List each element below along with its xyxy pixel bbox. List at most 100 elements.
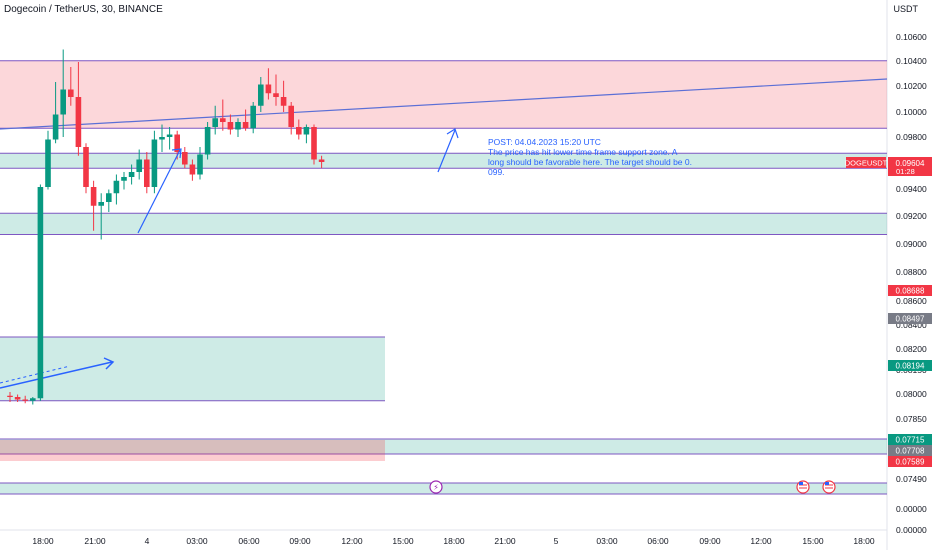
candle-down xyxy=(288,105,294,127)
price-tag-label: 0.08194 xyxy=(896,362,925,371)
zone-resistance xyxy=(0,60,887,129)
arrow-head xyxy=(446,128,459,139)
candle-up xyxy=(303,127,310,135)
candle-down xyxy=(7,395,13,397)
candle-up xyxy=(235,122,241,130)
candle-down xyxy=(189,164,196,175)
candle-up xyxy=(106,193,112,202)
candle-up xyxy=(159,137,165,140)
symbol-tag xyxy=(846,157,886,168)
price-tag xyxy=(888,434,932,445)
x-tick-label: 18:00 xyxy=(853,536,875,546)
candle-down xyxy=(75,97,82,147)
candle-up xyxy=(212,118,218,127)
zone-support xyxy=(0,153,887,169)
candle-up xyxy=(37,187,44,399)
y-tick-label: 0.07850 xyxy=(896,414,927,424)
lightning-event-icon xyxy=(429,480,443,494)
candle-down xyxy=(227,122,234,130)
candle-up xyxy=(166,134,173,137)
arrow-head xyxy=(171,148,182,159)
y-tick-label: 0.08800 xyxy=(896,267,927,277)
y-tick-label: 0.00000 xyxy=(896,504,927,514)
candle-up xyxy=(52,114,59,140)
y-tick-label: 0.10600 xyxy=(896,32,927,42)
x-tick-label: 09:00 xyxy=(699,536,721,546)
candle-up xyxy=(45,139,51,187)
candle-down xyxy=(242,122,249,129)
long-projection-line xyxy=(0,361,113,389)
candle-up xyxy=(197,154,203,175)
price-tag xyxy=(888,285,932,296)
candle-down xyxy=(182,152,188,165)
x-tick-label: 18:00 xyxy=(443,536,465,546)
y-tick-label: 0.08600 xyxy=(896,296,927,306)
candle-up xyxy=(60,89,66,115)
price-tag-label: 0.08688 xyxy=(896,287,925,296)
y-tick-label: 0.00000 xyxy=(896,525,927,535)
countdown-label: 01:28 xyxy=(896,167,915,176)
x-tick-label: 09:00 xyxy=(289,536,311,546)
annotation-line: long should be favorable here. The targe… xyxy=(488,157,692,167)
zone-support-low xyxy=(0,439,887,454)
candle-up xyxy=(258,84,264,106)
trade-annotation: POST: 04.04.2023 15:20 UTC The price has… xyxy=(488,137,708,177)
x-tick-label: 18:00 xyxy=(32,536,54,546)
x-tick-label: 15:00 xyxy=(802,536,824,546)
symbol-title: Dogecoin / TetherUS, 30, BINANCE xyxy=(4,4,163,15)
candle-down xyxy=(90,187,97,206)
y-tick-label: 0.08000 xyxy=(896,389,927,399)
candle-down xyxy=(22,399,28,401)
x-tick-label: 12:00 xyxy=(750,536,772,546)
price-tag xyxy=(888,360,932,371)
zone-stop-loss xyxy=(0,440,385,461)
candle-up xyxy=(128,172,135,177)
candle-down xyxy=(68,89,74,97)
arrow-head xyxy=(103,357,115,370)
x-tick-label: 03:00 xyxy=(186,536,208,546)
price-tag-label: 0.07589 xyxy=(896,458,925,467)
price-tag-label: 0.07715 xyxy=(896,436,925,445)
candle-down xyxy=(14,397,21,400)
y-tick-label: 0.07490 xyxy=(896,474,927,484)
candle-down xyxy=(273,93,279,97)
candle-up xyxy=(151,139,158,187)
x-tick-label: 5 xyxy=(554,536,559,546)
price-tag-label: 0.07708 xyxy=(896,447,925,456)
x-tick-label: 06:00 xyxy=(238,536,260,546)
candle-down xyxy=(296,127,302,135)
candle-down xyxy=(144,159,150,187)
candle-down xyxy=(280,97,287,106)
zone-support xyxy=(0,213,887,235)
flag-canton xyxy=(799,482,803,485)
annotation-line: The price has hit lower time frame suppo… xyxy=(488,147,678,157)
x-tick-label: 4 xyxy=(145,536,150,546)
candle-up xyxy=(98,202,104,206)
price-tag xyxy=(888,445,932,456)
zone-support xyxy=(0,337,385,401)
flag-canton xyxy=(825,482,829,485)
candle-up xyxy=(113,180,120,194)
zone-support-bottom xyxy=(0,483,887,494)
y-tick-label: 0.10400 xyxy=(896,56,927,66)
current-price-tag xyxy=(888,157,932,176)
candle-up xyxy=(136,159,142,172)
symbol-tag-label: DOGEUSDT xyxy=(845,159,888,168)
candle-down xyxy=(220,118,226,122)
x-tick-label: 21:00 xyxy=(494,536,516,546)
trend-line xyxy=(0,78,888,130)
candle-down xyxy=(311,127,317,160)
current-price-label: 0.09604 xyxy=(896,159,925,168)
price-tag xyxy=(888,313,932,324)
candle-down xyxy=(174,134,180,152)
drawn-arrow-target xyxy=(437,129,456,173)
y-tick-label: 0.10000 xyxy=(896,107,927,117)
candle-down xyxy=(265,84,272,94)
axis-currency-label: USDT xyxy=(893,4,919,14)
y-tick-label: 0.10200 xyxy=(896,81,927,91)
annotation-line: POST: 04.04.2023 15:20 UTC xyxy=(488,137,601,147)
x-tick-label: 06:00 xyxy=(647,536,669,546)
y-tick-label: 0.08200 xyxy=(896,344,927,354)
